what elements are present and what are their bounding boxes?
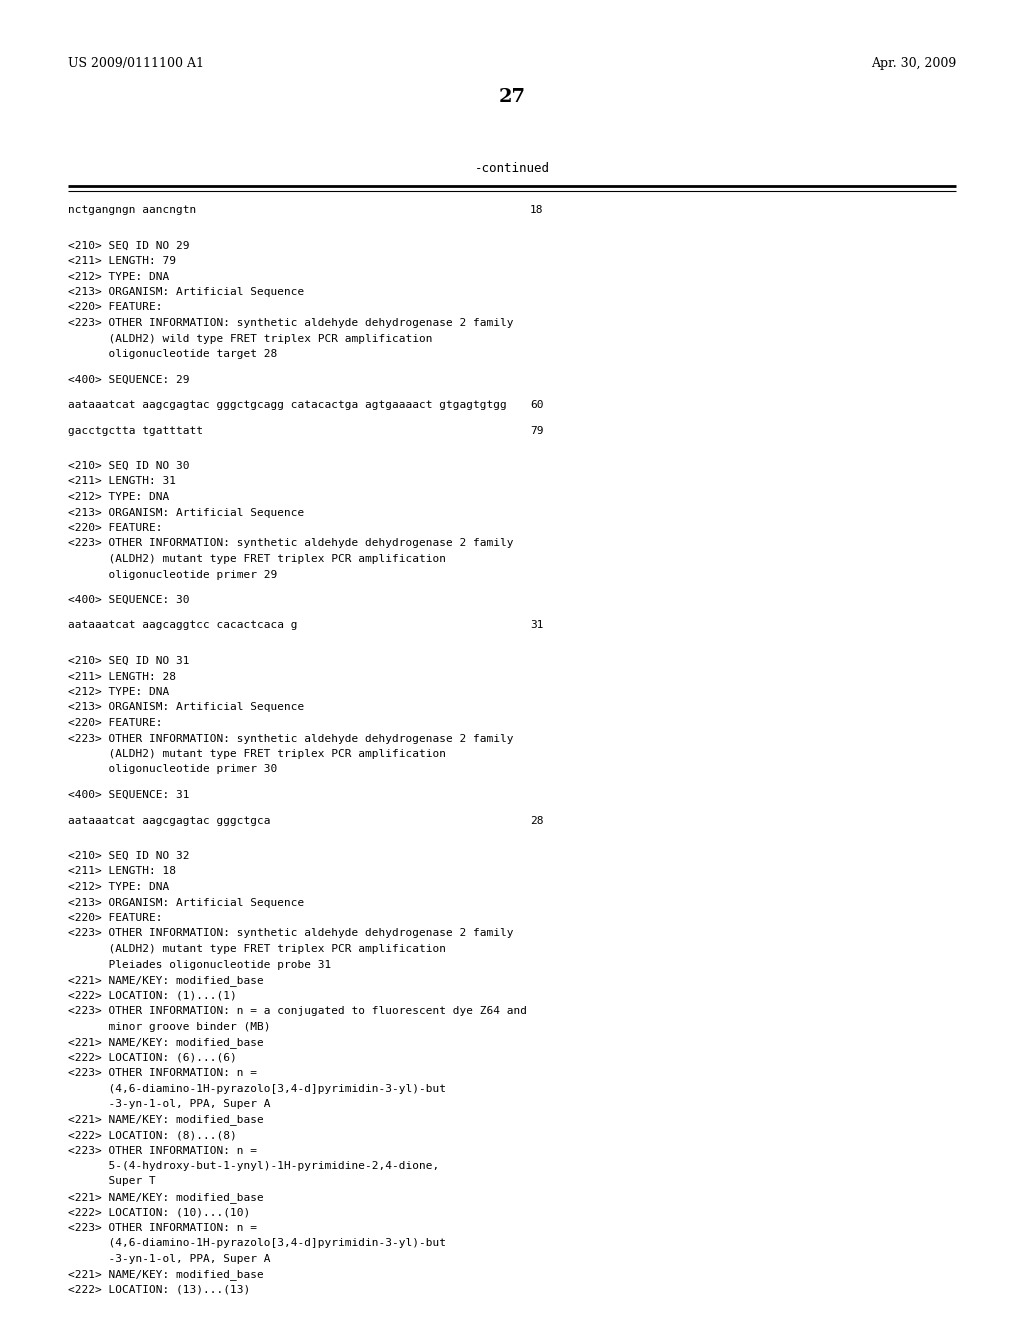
Text: 28: 28 [530,816,544,825]
Text: 18: 18 [530,205,544,215]
Text: -3-yn-1-ol, PPA, Super A: -3-yn-1-ol, PPA, Super A [68,1254,270,1265]
Text: minor groove binder (MB): minor groove binder (MB) [68,1022,270,1031]
Text: <210> SEQ ID NO 29: <210> SEQ ID NO 29 [68,240,189,251]
Text: 27: 27 [499,88,525,106]
Text: <400> SEQUENCE: 30: <400> SEQUENCE: 30 [68,595,189,605]
Text: <222> LOCATION: (1)...(1): <222> LOCATION: (1)...(1) [68,990,237,1001]
Text: aataaatcat aagcaggtcc cacactcaca g: aataaatcat aagcaggtcc cacactcaca g [68,620,298,631]
Text: (4,6-diamino-1H-pyrazolo[3,4-d]pyrimidin-3-yl)-but: (4,6-diamino-1H-pyrazolo[3,4-d]pyrimidin… [68,1084,446,1093]
Text: (ALDH2) mutant type FRET triplex PCR amplification: (ALDH2) mutant type FRET triplex PCR amp… [68,944,446,954]
Text: <223> OTHER INFORMATION: synthetic aldehyde dehydrogenase 2 family: <223> OTHER INFORMATION: synthetic aldeh… [68,539,513,549]
Text: US 2009/0111100 A1: US 2009/0111100 A1 [68,57,204,70]
Text: <400> SEQUENCE: 29: <400> SEQUENCE: 29 [68,375,189,384]
Text: aataaatcat aagcgagtac gggctgcagg catacactga agtgaaaact gtgagtgtgg: aataaatcat aagcgagtac gggctgcagg catacac… [68,400,507,411]
Text: <211> LENGTH: 18: <211> LENGTH: 18 [68,866,176,876]
Text: <220> FEATURE:: <220> FEATURE: [68,913,163,923]
Text: <212> TYPE: DNA: <212> TYPE: DNA [68,882,169,892]
Text: <400> SEQUENCE: 31: <400> SEQUENCE: 31 [68,789,189,800]
Text: Super T: Super T [68,1176,156,1187]
Text: <210> SEQ ID NO 30: <210> SEQ ID NO 30 [68,461,189,471]
Text: Pleiades oligonucleotide probe 31: Pleiades oligonucleotide probe 31 [68,960,331,969]
Text: 31: 31 [530,620,544,631]
Text: <210> SEQ ID NO 32: <210> SEQ ID NO 32 [68,851,189,861]
Text: <211> LENGTH: 28: <211> LENGTH: 28 [68,672,176,681]
Text: <223> OTHER INFORMATION: n =: <223> OTHER INFORMATION: n = [68,1224,257,1233]
Text: aataaatcat aagcgagtac gggctgca: aataaatcat aagcgagtac gggctgca [68,816,270,825]
Text: <221> NAME/KEY: modified_base: <221> NAME/KEY: modified_base [68,975,264,986]
Text: <223> OTHER INFORMATION: synthetic aldehyde dehydrogenase 2 family: <223> OTHER INFORMATION: synthetic aldeh… [68,734,513,743]
Text: 60: 60 [530,400,544,411]
Text: <221> NAME/KEY: modified_base: <221> NAME/KEY: modified_base [68,1038,264,1048]
Text: <212> TYPE: DNA: <212> TYPE: DNA [68,686,169,697]
Text: (ALDH2) mutant type FRET triplex PCR amplification: (ALDH2) mutant type FRET triplex PCR amp… [68,748,446,759]
Text: <221> NAME/KEY: modified_base: <221> NAME/KEY: modified_base [68,1114,264,1126]
Text: <213> ORGANISM: Artificial Sequence: <213> ORGANISM: Artificial Sequence [68,702,304,713]
Text: <222> LOCATION: (6)...(6): <222> LOCATION: (6)...(6) [68,1052,237,1063]
Text: <220> FEATURE:: <220> FEATURE: [68,523,163,533]
Text: 5-(4-hydroxy-but-1-ynyl)-1H-pyrimidine-2,4-dione,: 5-(4-hydroxy-but-1-ynyl)-1H-pyrimidine-2… [68,1162,439,1171]
Text: <222> LOCATION: (13)...(13): <222> LOCATION: (13)...(13) [68,1284,250,1295]
Text: <220> FEATURE:: <220> FEATURE: [68,718,163,729]
Text: (ALDH2) wild type FRET triplex PCR amplification: (ALDH2) wild type FRET triplex PCR ampli… [68,334,432,343]
Text: <213> ORGANISM: Artificial Sequence: <213> ORGANISM: Artificial Sequence [68,286,304,297]
Text: <222> LOCATION: (10)...(10): <222> LOCATION: (10)...(10) [68,1208,250,1217]
Text: <221> NAME/KEY: modified_base: <221> NAME/KEY: modified_base [68,1270,264,1280]
Text: <223> OTHER INFORMATION: n =: <223> OTHER INFORMATION: n = [68,1146,257,1155]
Text: 79: 79 [530,425,544,436]
Text: <211> LENGTH: 31: <211> LENGTH: 31 [68,477,176,487]
Text: <223> OTHER INFORMATION: n =: <223> OTHER INFORMATION: n = [68,1068,257,1078]
Text: <213> ORGANISM: Artificial Sequence: <213> ORGANISM: Artificial Sequence [68,507,304,517]
Text: <220> FEATURE:: <220> FEATURE: [68,302,163,313]
Text: <211> LENGTH: 79: <211> LENGTH: 79 [68,256,176,267]
Text: gacctgctta tgatttatt: gacctgctta tgatttatt [68,425,203,436]
Text: Apr. 30, 2009: Apr. 30, 2009 [870,57,956,70]
Text: -3-yn-1-ol, PPA, Super A: -3-yn-1-ol, PPA, Super A [68,1100,270,1109]
Text: <223> OTHER INFORMATION: synthetic aldehyde dehydrogenase 2 family: <223> OTHER INFORMATION: synthetic aldeh… [68,318,513,327]
Text: <222> LOCATION: (8)...(8): <222> LOCATION: (8)...(8) [68,1130,237,1140]
Text: -continued: -continued [474,162,550,176]
Text: <210> SEQ ID NO 31: <210> SEQ ID NO 31 [68,656,189,667]
Text: (4,6-diamino-1H-pyrazolo[3,4-d]pyrimidin-3-yl)-but: (4,6-diamino-1H-pyrazolo[3,4-d]pyrimidin… [68,1238,446,1249]
Text: nctgangngn aancngtn: nctgangngn aancngtn [68,205,197,215]
Text: <212> TYPE: DNA: <212> TYPE: DNA [68,272,169,281]
Text: (ALDH2) mutant type FRET triplex PCR amplification: (ALDH2) mutant type FRET triplex PCR amp… [68,554,446,564]
Text: <223> OTHER INFORMATION: synthetic aldehyde dehydrogenase 2 family: <223> OTHER INFORMATION: synthetic aldeh… [68,928,513,939]
Text: oligonucleotide primer 29: oligonucleotide primer 29 [68,569,278,579]
Text: <213> ORGANISM: Artificial Sequence: <213> ORGANISM: Artificial Sequence [68,898,304,908]
Text: oligonucleotide primer 30: oligonucleotide primer 30 [68,764,278,775]
Text: <221> NAME/KEY: modified_base: <221> NAME/KEY: modified_base [68,1192,264,1203]
Text: <212> TYPE: DNA: <212> TYPE: DNA [68,492,169,502]
Text: <223> OTHER INFORMATION: n = a conjugated to fluorescent dye Z64 and: <223> OTHER INFORMATION: n = a conjugate… [68,1006,527,1016]
Text: oligonucleotide target 28: oligonucleotide target 28 [68,348,278,359]
